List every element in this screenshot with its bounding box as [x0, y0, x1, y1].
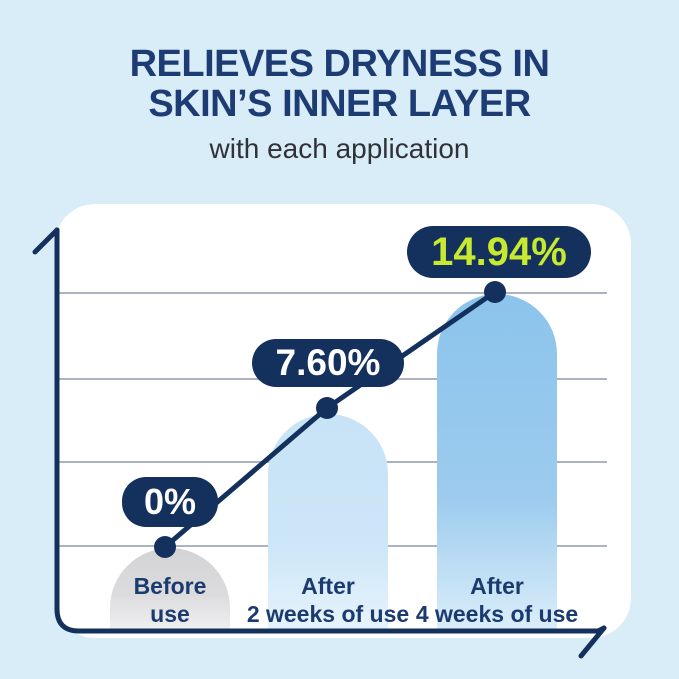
bar-label-line: use	[150, 601, 190, 627]
bar-label-line: 4 weeks of use	[415, 601, 579, 627]
bar-label-line: After	[470, 573, 524, 599]
value-badge-0-percent: 0%	[122, 477, 218, 527]
header: RELIEVES DRYNESS IN SKIN’S INNER LAYER w…	[0, 44, 679, 164]
page-title-line-2: SKIN’S INNER LAYER	[148, 83, 531, 125]
value-badge-14-94-percent: 14.94%	[407, 226, 591, 278]
value-badge-7-60-percent: 7.60%	[252, 339, 404, 387]
bar-label-before-use: Before use	[110, 572, 230, 628]
page-title-line-1: RELIEVES DRYNESS IN	[129, 43, 550, 85]
bar-label-after-4-weeks: After 4 weeks of use	[397, 572, 597, 628]
gridline-1	[57, 292, 607, 294]
page-subtitle: with each application	[209, 133, 470, 164]
bar-label-line: Before	[133, 573, 207, 599]
y-axis-arrow-icon	[32, 227, 60, 255]
